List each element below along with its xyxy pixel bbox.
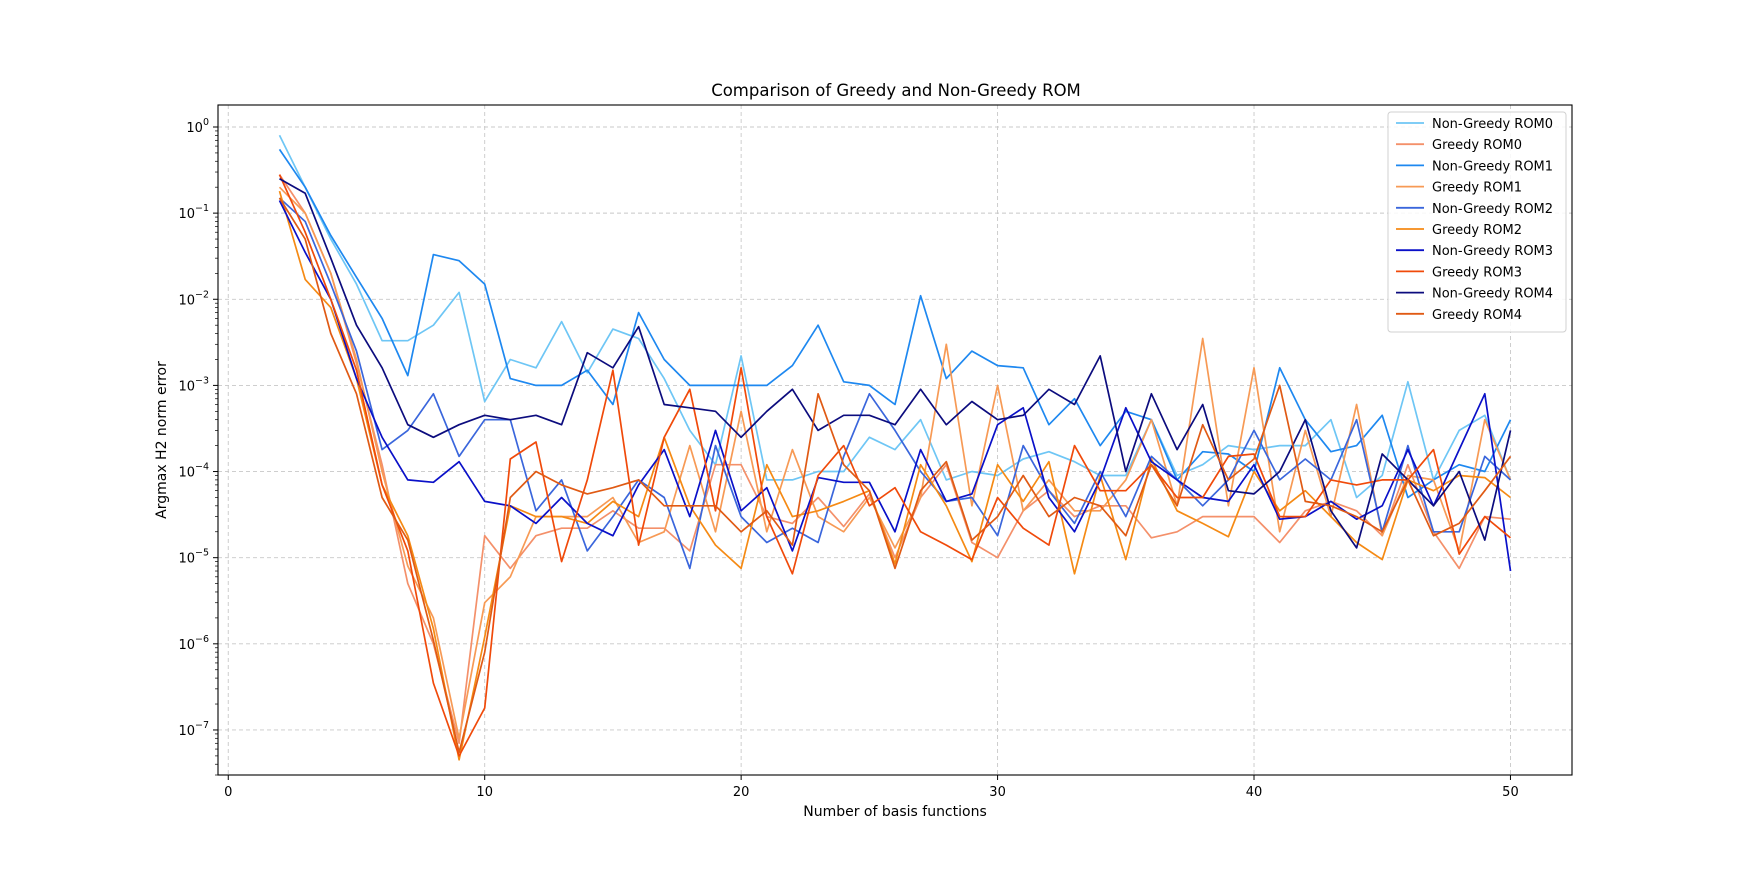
- x-tick-label: 0: [224, 785, 232, 800]
- x-axis: 0 10 20 30 40 50: [224, 775, 1519, 800]
- y-tick-base: 10: [178, 552, 195, 567]
- y-tick-exponent: −4: [195, 462, 209, 473]
- y-tick-base: 10: [186, 121, 203, 136]
- y-tick-base: 10: [178, 466, 195, 481]
- series-line-greedy-rom2: [278, 190, 1512, 761]
- x-axis-label: Number of basis functions: [803, 804, 987, 820]
- series-line-greedy-rom4: [278, 197, 1512, 754]
- y-tick-exponent: −7: [195, 720, 209, 731]
- y-tick-label: 10−5: [178, 548, 209, 567]
- x-tick-label: 20: [733, 785, 750, 800]
- legend-label: Non-Greedy ROM4: [1432, 287, 1553, 302]
- x-tick-label: 10: [476, 785, 493, 800]
- grid: [218, 105, 1572, 775]
- y-tick-label: 10−6: [178, 634, 209, 653]
- y-tick-exponent: −6: [195, 634, 209, 645]
- y-tick-label: 10−4: [178, 462, 209, 481]
- legend-label: Greedy ROM4: [1432, 308, 1522, 323]
- legend-label: Greedy ROM3: [1432, 265, 1522, 280]
- x-tick-label: 40: [1246, 785, 1263, 800]
- legend: Non-Greedy ROM0 Greedy ROM0 Non-Greedy ROM…: [1387, 111, 1567, 333]
- y-tick-base: 10: [178, 207, 195, 222]
- series-line-greedy-rom0: [278, 174, 1511, 745]
- series-line-non-greedy-rom0: [278, 134, 1512, 499]
- series-line-greedy-rom1: [278, 186, 1512, 740]
- chart-title: Comparison of Greedy and Non-Greedy ROM: [711, 81, 1081, 100]
- series-line-non-greedy-rom4: [279, 178, 1512, 549]
- series-line-non-greedy-rom2: [278, 197, 1512, 570]
- y-axis-label: Argmax H2 norm error: [154, 361, 170, 519]
- plot-area: [218, 105, 1572, 775]
- y-tick-label: 10−3: [178, 375, 209, 394]
- y-tick-label: 100: [186, 117, 209, 136]
- y-tick-base: 10: [178, 379, 195, 394]
- legend-label: Non-Greedy ROM1: [1432, 159, 1553, 174]
- y-tick-exponent: −3: [195, 375, 209, 386]
- y-tick-base: 10: [178, 724, 195, 739]
- legend-label: Greedy ROM1: [1432, 181, 1522, 196]
- series-group: [278, 134, 1512, 761]
- y-tick-exponent: −2: [195, 289, 209, 300]
- legend-label: Non-Greedy ROM2: [1432, 202, 1553, 217]
- plot-frame: [217, 104, 1573, 776]
- legend-label: Non-Greedy ROM3: [1432, 244, 1553, 259]
- y-tick-label: 10−7: [178, 720, 209, 739]
- y-tick-exponent: −5: [195, 548, 209, 559]
- y-tick-label: 10−2: [178, 289, 209, 308]
- y-tick-base: 10: [178, 638, 195, 653]
- y-tick-base: 10: [178, 293, 195, 308]
- x-tick-label: 30: [989, 785, 1006, 800]
- x-tick-label: 50: [1502, 785, 1519, 800]
- y-tick-label: 10−1: [178, 203, 209, 222]
- y-tick-exponent: −1: [195, 203, 209, 214]
- legend-label: Non-Greedy ROM0: [1432, 117, 1553, 132]
- y-tick-exponent: 0: [203, 117, 209, 128]
- series-line-greedy-rom3: [278, 174, 1512, 757]
- legend-label: Greedy ROM0: [1432, 138, 1522, 153]
- legend-box: [1387, 111, 1567, 333]
- legend-label: Greedy ROM2: [1432, 223, 1522, 238]
